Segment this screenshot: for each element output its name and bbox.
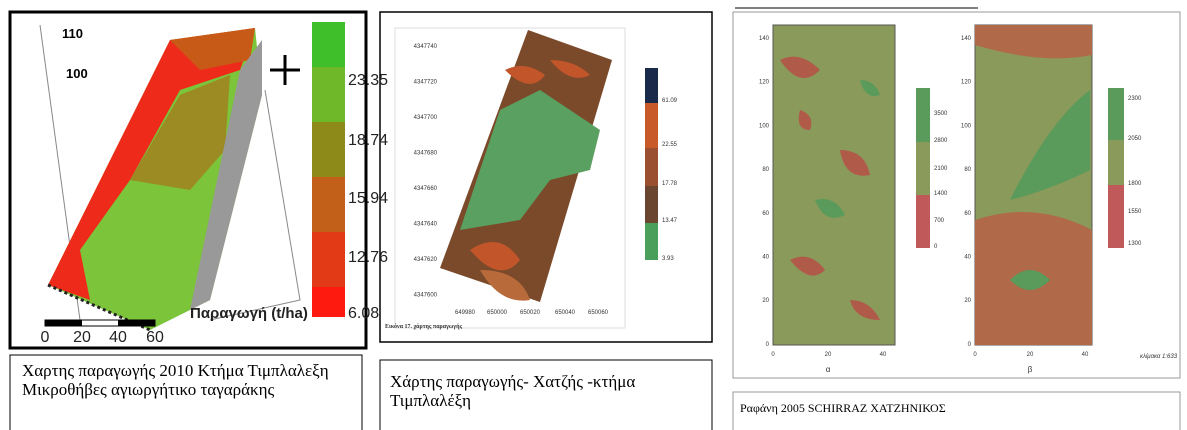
page: 110 100 23.35 18.74 15.94 12.76 6.08 0 20 40 60 Παρ… [0, 0, 1187, 430]
caption-line: Μικροθήβες αγιωργήτικο ταγαράκης [22, 380, 274, 399]
label: 4347640 [414, 222, 438, 228]
label: 4347620 [414, 257, 438, 263]
legend-swatch [1108, 185, 1124, 248]
label: 40 [762, 255, 769, 261]
legend-swatch [1108, 88, 1124, 140]
label: 1400 [934, 191, 948, 197]
label: κλίμακα 1:633 [1140, 354, 1178, 360]
label: β [1028, 365, 1033, 374]
legend-swatch [645, 186, 658, 223]
label: Εικόνα 17. χάρτης παραγωγής [385, 322, 463, 330]
legend-swatch [916, 195, 930, 248]
map-a [773, 25, 895, 345]
scale-bar [45, 320, 82, 326]
label: 100 [66, 66, 88, 81]
label: 650040 [555, 310, 576, 316]
legend-swatch [312, 122, 345, 177]
label: 13.47 [662, 218, 678, 224]
legend-swatch [312, 177, 345, 232]
label: 1300 [1128, 241, 1142, 247]
label: 120 [759, 80, 770, 86]
label: 40 [109, 329, 127, 346]
label: 650060 [588, 310, 609, 316]
label: 140 [961, 36, 972, 42]
label: 2800 [934, 138, 948, 144]
label: 20 [73, 329, 91, 346]
label: 80 [762, 167, 769, 173]
label: 20 [825, 352, 832, 358]
legend-swatch [645, 103, 658, 148]
legend-swatch [312, 22, 345, 67]
legend-bar [645, 68, 658, 260]
label: 4347740 [414, 44, 438, 50]
label: 0 [41, 329, 50, 346]
label: 4347680 [414, 151, 438, 157]
label: 4347660 [414, 186, 438, 192]
legend-swatch [312, 287, 345, 317]
label: 17.78 [662, 181, 678, 187]
caption: Χάρτης παραγωγής- Χατζής -κτήμαΤιμπλαλέξ… [390, 372, 635, 410]
label: 61.09 [662, 98, 678, 104]
label: 100 [759, 123, 770, 129]
label: 20 [1027, 352, 1034, 358]
label: 23.35 [348, 72, 388, 89]
label: 120 [961, 80, 972, 86]
legend-swatch [645, 68, 658, 103]
label: 12.76 [348, 249, 388, 266]
label: Ραφάνη 2005 SCHIRRAZ ΧΑΤΖΗΝΙΚΟΣ [740, 401, 946, 415]
label: 20 [964, 298, 971, 304]
label: 3500 [934, 111, 948, 117]
label: 15.94 [348, 190, 388, 207]
legend-swatch [916, 88, 930, 142]
label: 4347720 [414, 80, 438, 86]
caption-line: Χάρτης παραγωγής- Χατζής -κτήμα [390, 372, 635, 391]
legend-swatch [1108, 140, 1124, 185]
document: 110 100 23.35 18.74 15.94 12.76 6.08 0 20 40 60 Παρ… [0, 0, 1187, 430]
label: 60 [146, 329, 164, 346]
legend-swatch [645, 223, 658, 260]
label: 60 [964, 211, 971, 217]
label: 20 [762, 298, 769, 304]
label: α [826, 365, 831, 374]
label: 100 [961, 123, 972, 129]
label: 4347600 [414, 293, 438, 299]
label: 2300 [1128, 96, 1142, 102]
legend-bar [312, 22, 345, 317]
label: 22.55 [662, 142, 678, 148]
caption-line: Τιμπλαλέξη [390, 391, 471, 410]
label: 1800 [1128, 181, 1142, 187]
label: 700 [934, 218, 945, 224]
caption-line: Χαρτης παραγωγής 2010 Κτήμα Τιμπλαλεξη [22, 361, 333, 380]
legend-swatch [312, 232, 345, 287]
label: 1550 [1128, 209, 1142, 215]
legend-swatch [645, 148, 658, 186]
legend-swatch [312, 67, 345, 122]
label: Παραγωγή (t/ha) [190, 305, 308, 322]
label: 2100 [934, 166, 948, 172]
label: 80 [964, 167, 971, 173]
label: 3.93 [662, 256, 674, 262]
label: 2050 [1128, 136, 1142, 142]
label: 18.74 [348, 132, 388, 149]
label: 649980 [455, 310, 476, 316]
legend-swatch [916, 142, 930, 195]
label: 650000 [487, 310, 508, 316]
label: 6.08 [348, 305, 379, 322]
scale-bar [118, 320, 155, 326]
label: 110 [62, 26, 83, 41]
label: 60 [762, 211, 769, 217]
caption: Χαρτης παραγωγής 2010 Κτήμα Τιμπλαλεξη Μ… [22, 361, 333, 399]
label: 40 [1082, 352, 1089, 358]
label: 650020 [520, 310, 541, 316]
label: 4347700 [414, 115, 438, 121]
label: 40 [880, 352, 887, 358]
label: 140 [759, 36, 770, 42]
label: 40 [964, 255, 971, 261]
